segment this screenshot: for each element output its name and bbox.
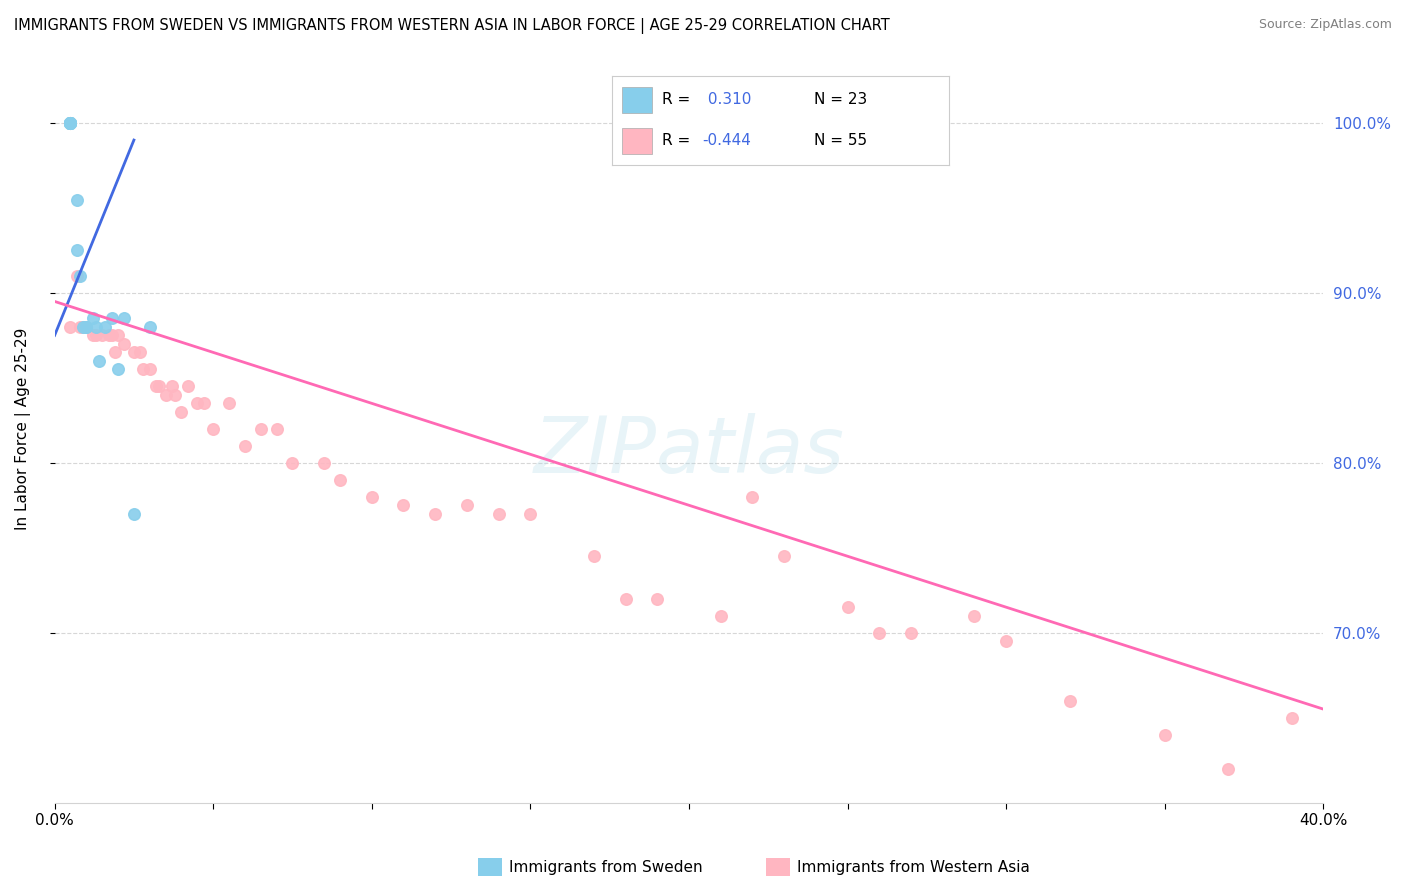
Point bbox=[66, 268, 89, 283]
Point bbox=[456, 498, 478, 512]
Point bbox=[66, 193, 89, 207]
Point bbox=[177, 379, 200, 393]
Point bbox=[75, 319, 97, 334]
Point bbox=[488, 507, 510, 521]
Point bbox=[122, 345, 145, 359]
Point bbox=[59, 116, 82, 130]
Point bbox=[614, 591, 637, 606]
Text: N = 55: N = 55 bbox=[814, 134, 868, 148]
Point bbox=[104, 345, 127, 359]
Point bbox=[75, 319, 97, 334]
Point bbox=[218, 396, 240, 410]
Point bbox=[139, 319, 162, 334]
Point bbox=[266, 422, 288, 436]
Y-axis label: In Labor Force | Age 25-29: In Labor Force | Age 25-29 bbox=[15, 327, 31, 530]
Point bbox=[87, 354, 110, 368]
Point bbox=[193, 396, 215, 410]
Text: Immigrants from Sweden: Immigrants from Sweden bbox=[509, 860, 703, 874]
Point bbox=[233, 439, 256, 453]
Point bbox=[741, 490, 763, 504]
Point bbox=[392, 498, 415, 512]
Point bbox=[59, 116, 82, 130]
Point bbox=[145, 379, 167, 393]
Point bbox=[107, 362, 129, 376]
Point bbox=[165, 388, 187, 402]
Point bbox=[1281, 710, 1303, 724]
Text: R =: R = bbox=[662, 134, 696, 148]
Point bbox=[91, 328, 114, 343]
Point bbox=[84, 319, 107, 334]
Point bbox=[1153, 728, 1175, 742]
Point bbox=[582, 549, 605, 564]
Point bbox=[59, 116, 82, 130]
Point bbox=[360, 490, 382, 504]
Point bbox=[59, 116, 82, 130]
Point bbox=[148, 379, 170, 393]
Point bbox=[59, 116, 82, 130]
Point bbox=[72, 319, 94, 334]
Text: ZIPatlas: ZIPatlas bbox=[533, 413, 845, 489]
Point bbox=[900, 625, 922, 640]
Point bbox=[170, 405, 193, 419]
Point bbox=[868, 625, 890, 640]
Text: Immigrants from Western Asia: Immigrants from Western Asia bbox=[797, 860, 1031, 874]
Point bbox=[59, 116, 82, 130]
Point bbox=[72, 319, 94, 334]
Point bbox=[249, 422, 271, 436]
Point bbox=[425, 507, 447, 521]
Bar bbox=[621, 87, 652, 113]
Point bbox=[837, 600, 859, 615]
Point bbox=[519, 507, 541, 521]
Point bbox=[186, 396, 208, 410]
Bar bbox=[621, 128, 652, 154]
Point bbox=[773, 549, 796, 564]
Text: N = 23: N = 23 bbox=[814, 93, 868, 107]
Point bbox=[710, 608, 733, 623]
Point bbox=[112, 311, 135, 326]
Point bbox=[59, 116, 82, 130]
Point bbox=[1059, 693, 1081, 707]
Point bbox=[112, 337, 135, 351]
Point bbox=[97, 328, 120, 343]
Point bbox=[155, 388, 177, 402]
Point bbox=[314, 456, 336, 470]
Point bbox=[59, 116, 82, 130]
Point bbox=[82, 328, 104, 343]
Point bbox=[132, 362, 155, 376]
Point bbox=[69, 319, 91, 334]
Text: R =: R = bbox=[662, 93, 696, 107]
Point bbox=[281, 456, 304, 470]
Point bbox=[963, 608, 986, 623]
Point bbox=[75, 319, 97, 334]
Point bbox=[69, 268, 91, 283]
Point bbox=[329, 473, 352, 487]
Point bbox=[107, 328, 129, 343]
Point bbox=[66, 244, 89, 258]
Point bbox=[129, 345, 152, 359]
Text: -0.444: -0.444 bbox=[703, 134, 752, 148]
Point bbox=[94, 319, 117, 334]
Point bbox=[139, 362, 162, 376]
Point bbox=[122, 507, 145, 521]
Point bbox=[160, 379, 183, 393]
Point bbox=[995, 634, 1018, 648]
Point bbox=[202, 422, 225, 436]
Point bbox=[1216, 762, 1239, 776]
Point bbox=[100, 328, 122, 343]
Point bbox=[645, 591, 668, 606]
Point bbox=[84, 328, 107, 343]
Text: 0.310: 0.310 bbox=[703, 93, 751, 107]
Text: IMMIGRANTS FROM SWEDEN VS IMMIGRANTS FROM WESTERN ASIA IN LABOR FORCE | AGE 25-2: IMMIGRANTS FROM SWEDEN VS IMMIGRANTS FRO… bbox=[14, 18, 890, 34]
Point bbox=[100, 311, 122, 326]
Point bbox=[82, 311, 104, 326]
Point bbox=[59, 319, 82, 334]
Text: Source: ZipAtlas.com: Source: ZipAtlas.com bbox=[1258, 18, 1392, 31]
